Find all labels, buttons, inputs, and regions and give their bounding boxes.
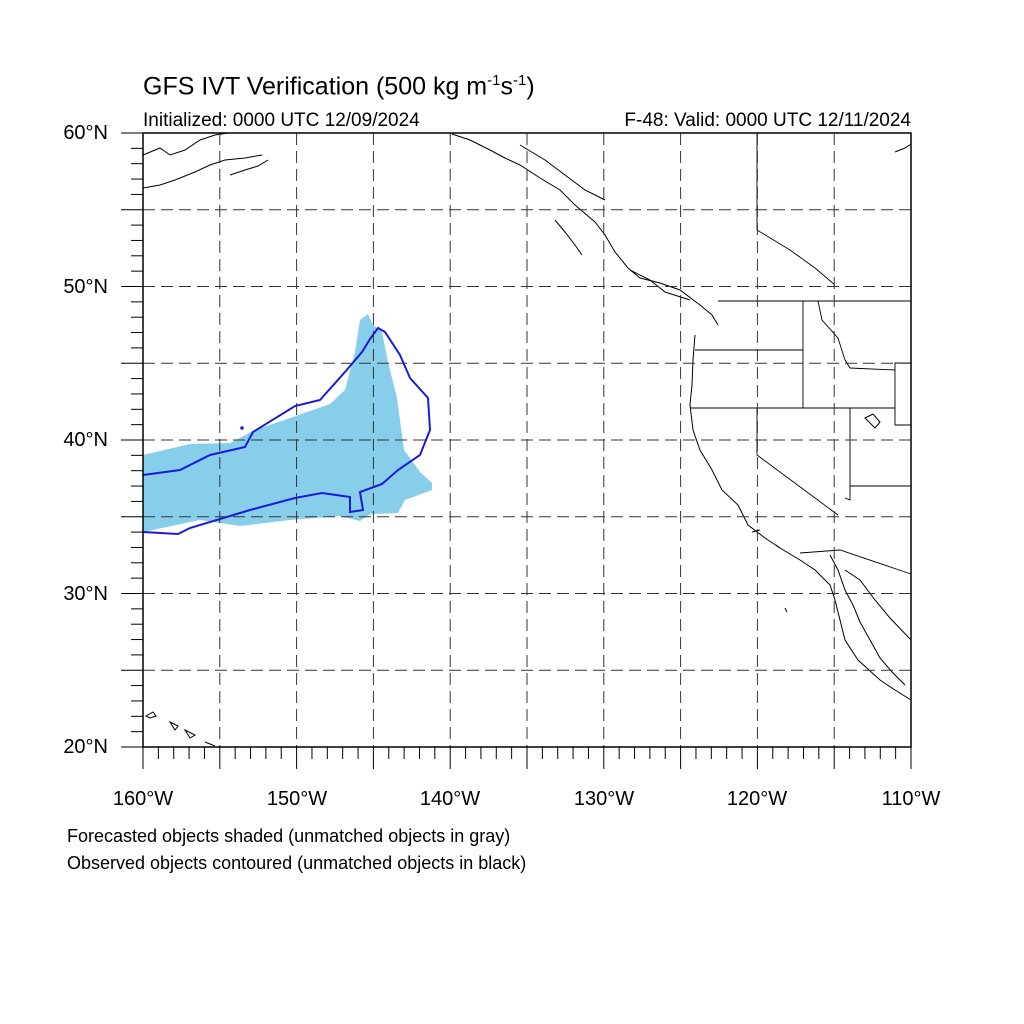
lat-label-60n: 60°N	[63, 122, 108, 144]
legend-observed-note: Observed objects contoured (unmatched ob…	[67, 853, 527, 873]
lon-label-110w: 110°W	[881, 788, 941, 810]
initialized-time: Initialized: 0000 UTC 12/09/2024	[143, 110, 420, 131]
map-title: GFS IVT Verification (500 kg m-1s-1)	[143, 72, 535, 101]
axis-ticks	[121, 132, 912, 769]
lon-label-120w: 120°W	[726, 788, 788, 810]
valid-time: F-48: Valid: 0000 UTC 12/11/2024	[624, 110, 911, 131]
lon-label-130w: 130°W	[573, 788, 635, 810]
lon-label-140w: 140°W	[419, 788, 481, 810]
grid-lines	[143, 133, 911, 747]
lon-label-160w: 160°W	[112, 788, 174, 810]
state-borders	[690, 133, 912, 575]
observed-object-contour	[142, 326, 432, 536]
forecast-object-shaded	[143, 314, 432, 532]
coastline	[142, 132, 912, 747]
lat-label-50n: 50°N	[63, 276, 108, 298]
lat-label-20n: 20°N	[63, 736, 108, 758]
legend-forecast-note: Forecasted objects shaded (unmatched obj…	[67, 826, 511, 846]
lat-label-30n: 30°N	[63, 583, 108, 605]
observed-object-dot	[240, 426, 244, 430]
lon-label-150w: 150°W	[266, 788, 328, 810]
map-frame	[142, 132, 912, 748]
lat-label-40n: 40°N	[63, 429, 108, 451]
